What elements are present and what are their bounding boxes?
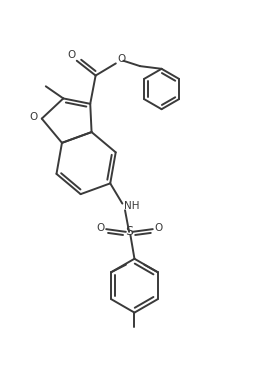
Text: NH: NH [124,201,140,211]
Text: O: O [96,223,104,233]
Text: O: O [68,50,76,60]
Text: O: O [118,54,126,64]
Text: O: O [154,223,163,233]
Text: O: O [29,112,37,122]
Text: S: S [125,225,133,238]
